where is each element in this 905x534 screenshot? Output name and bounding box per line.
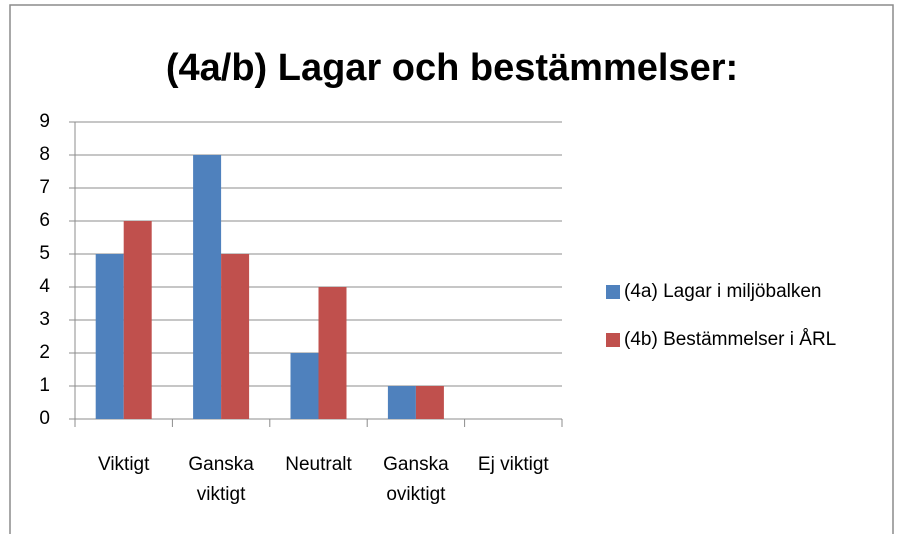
bar bbox=[290, 353, 319, 419]
chart-title: (4a/b) Lagar och bestämmelser: bbox=[166, 47, 738, 89]
chart-border bbox=[9, 4, 894, 534]
bar bbox=[318, 287, 347, 419]
y-tick-label: 8 bbox=[39, 144, 50, 165]
legend-label: (4b) Bestämmelser i ÅRL bbox=[624, 329, 836, 350]
x-tick-label-line: viktigt bbox=[197, 484, 246, 505]
y-tick-label: 4 bbox=[39, 276, 50, 297]
x-tick-label: Ganska oviktigt bbox=[383, 454, 449, 505]
y-tick-label: 7 bbox=[39, 177, 50, 198]
x-tick-label: Neutralt bbox=[285, 454, 352, 475]
y-tick-label: 1 bbox=[39, 375, 50, 396]
bar bbox=[415, 386, 444, 419]
bar bbox=[387, 386, 416, 419]
y-tick-label: 0 bbox=[39, 408, 50, 429]
y-tick-label: 3 bbox=[39, 309, 50, 330]
legend-swatch bbox=[606, 333, 620, 347]
legend-swatch bbox=[606, 285, 620, 299]
x-tick-label-line: Ganska bbox=[383, 454, 449, 475]
y-tick-label: 2 bbox=[39, 342, 50, 363]
x-tick-label: Viktigt bbox=[98, 454, 150, 475]
x-tick-label: Ej viktigt bbox=[478, 454, 549, 475]
legend-label: (4a) Lagar i miljöbalken bbox=[624, 281, 822, 302]
x-tick-label: Ganska viktigt bbox=[188, 454, 254, 505]
bar bbox=[193, 155, 222, 419]
x-tick-label-line: Ganska bbox=[188, 454, 254, 475]
bar bbox=[123, 221, 152, 419]
y-tick-label: 9 bbox=[39, 111, 50, 132]
y-tick-label: 6 bbox=[39, 210, 50, 231]
x-tick-label-line: oviktigt bbox=[386, 484, 446, 505]
y-tick-label: 5 bbox=[39, 243, 50, 264]
bar bbox=[95, 254, 124, 419]
bar bbox=[221, 254, 250, 419]
